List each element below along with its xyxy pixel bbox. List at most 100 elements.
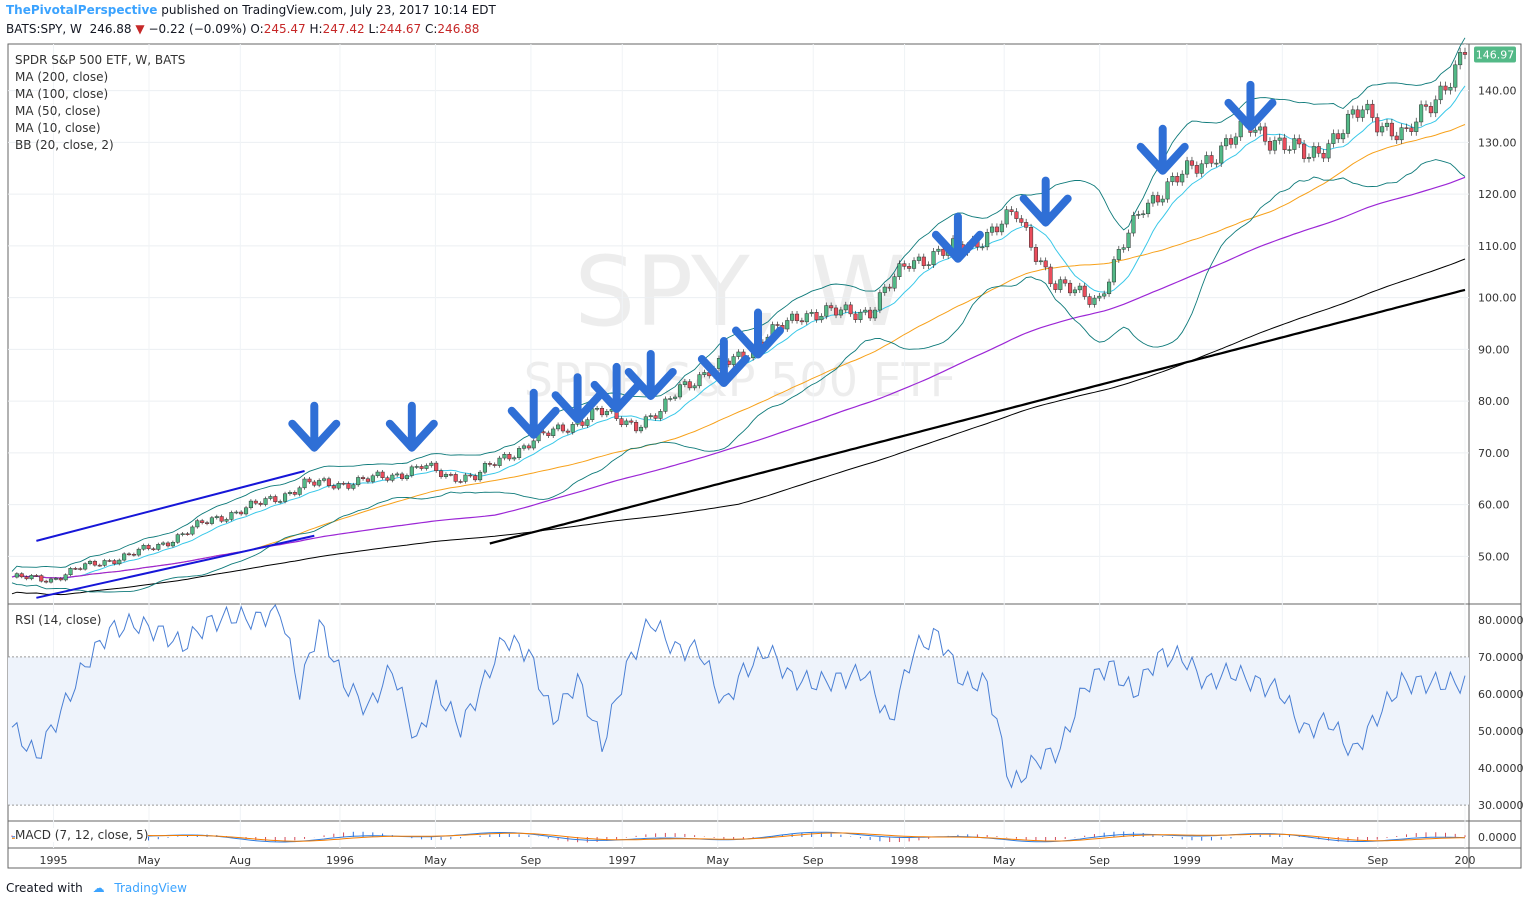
- legend-ma100[interactable]: MA (100, close): [15, 87, 109, 101]
- candle-body: [439, 470, 444, 477]
- down-triangle-icon: ▼: [135, 22, 145, 36]
- candle-body: [1146, 202, 1151, 215]
- candle-body: [1053, 283, 1058, 290]
- candle-body: [112, 560, 117, 565]
- candle-body: [1458, 52, 1463, 66]
- candle-body: [775, 324, 780, 326]
- candle-body: [39, 575, 44, 582]
- candle-body: [1063, 279, 1068, 284]
- candle-body: [385, 477, 390, 481]
- candle-body: [936, 248, 941, 252]
- candle-body: [1204, 155, 1209, 165]
- candle-body: [312, 481, 317, 486]
- last-price-badge-bg: [1474, 46, 1516, 63]
- candle-body: [916, 256, 921, 261]
- candle-body: [1189, 160, 1195, 166]
- rsi-label[interactable]: RSI (14, close): [15, 613, 102, 627]
- candle-body: [814, 312, 819, 321]
- candle-body: [697, 374, 702, 387]
- candle-body: [424, 465, 429, 469]
- price-axis[interactable]: 50.00 60.00 70.00 80.00 90.00 100.00 110.00 120…: [1478, 85, 1517, 564]
- tradingview-brand[interactable]: TradingView: [114, 881, 187, 895]
- candle-body: [356, 477, 361, 486]
- price-tick-label: 110.00: [1478, 240, 1517, 253]
- candle-body: [409, 466, 414, 476]
- candle-body: [180, 533, 185, 535]
- candle-body: [994, 226, 999, 233]
- candle-body: [234, 511, 239, 514]
- created-with: Created with: [6, 881, 83, 895]
- candle-body: [83, 563, 88, 570]
- candle-body: [297, 487, 302, 495]
- candle-body: [1360, 109, 1365, 118]
- candle-body: [68, 568, 73, 576]
- candle-body: [658, 411, 663, 419]
- candle-body: [165, 542, 171, 547]
- candle-body: [78, 568, 83, 570]
- candle-body: [365, 478, 370, 482]
- candle-body: [1311, 146, 1316, 158]
- bb-lower-band: [11, 159, 1466, 593]
- candle-body: [502, 454, 507, 459]
- candle-body: [1170, 176, 1175, 183]
- candle-body: [302, 478, 307, 489]
- price-tick-label: 60.00: [1478, 499, 1510, 512]
- candle-body: [1121, 247, 1126, 250]
- candle-body: [980, 246, 985, 249]
- candle-body: [53, 578, 58, 580]
- candle-body: [87, 560, 93, 564]
- candle-body: [273, 496, 278, 503]
- candle-body: [1326, 143, 1331, 159]
- ma200-thick-line: [489, 288, 1466, 545]
- high-label: H:: [309, 22, 323, 36]
- candle-body: [122, 553, 127, 561]
- candle-body: [887, 286, 892, 289]
- candle-body: [1233, 136, 1238, 145]
- candle-body: [1160, 198, 1165, 203]
- rsi-line: [11, 604, 1466, 789]
- legend-ma200[interactable]: MA (200, close): [15, 70, 109, 84]
- candle-body: [833, 307, 839, 316]
- time-axis[interactable]: 1995 May Aug 1996 May Sep 1997 May Sep 1998 May Sep…: [40, 854, 1476, 867]
- macd-label[interactable]: MACD (7, 12, close, 5): [15, 828, 149, 842]
- rsi-tick-label: 80.0000: [1478, 614, 1524, 627]
- candle-body: [853, 313, 858, 320]
- candle-body: [819, 315, 824, 321]
- candle-body: [902, 263, 907, 267]
- candle-body: [673, 396, 678, 399]
- down-arrow-icon: [1019, 176, 1072, 227]
- candle-body: [1423, 104, 1429, 107]
- candle-body: [1365, 103, 1370, 111]
- candle-body: [838, 309, 843, 316]
- legend-ma50[interactable]: MA (50, close): [15, 104, 101, 118]
- candle-body: [668, 398, 673, 400]
- price-tick-label: 70.00: [1478, 447, 1510, 460]
- candle-body: [1345, 113, 1351, 134]
- close-value: 246.88: [437, 22, 480, 36]
- legend-ma10[interactable]: MA (10, close): [15, 121, 101, 135]
- candle-body: [1068, 282, 1073, 294]
- time-tick-label: Sep: [521, 854, 542, 867]
- down-arrow-icon: [732, 308, 785, 359]
- candle-body: [1194, 165, 1199, 174]
- legend-bb[interactable]: BB (20, close, 2): [15, 138, 114, 152]
- candle-body: [487, 463, 492, 465]
- candle-body: [521, 445, 527, 449]
- candle-body: [1448, 86, 1453, 91]
- candle-body: [1306, 157, 1312, 159]
- time-tick-label: Sep: [1089, 854, 1110, 867]
- author-link[interactable]: ThePivotalPerspective: [6, 3, 158, 17]
- candle-body: [629, 420, 634, 423]
- candle-body: [258, 502, 263, 505]
- candle-body: [1277, 137, 1282, 141]
- publish-info: published on TradingView.com, July 23, 2…: [161, 3, 496, 17]
- candle-body: [989, 226, 995, 233]
- candle-body: [565, 430, 570, 433]
- candle-body: [848, 304, 853, 315]
- candle-body: [419, 466, 424, 469]
- candle-body: [14, 573, 19, 578]
- low-label: L:: [368, 22, 380, 36]
- candle-body: [1082, 285, 1087, 297]
- candle-body: [931, 251, 936, 265]
